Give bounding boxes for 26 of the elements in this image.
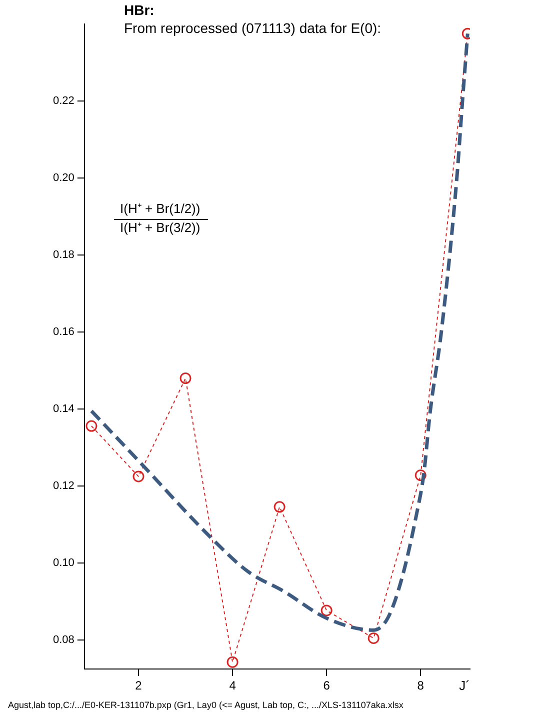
annotation: I(H⁺ + Br(1/2)) [114,199,208,220]
y-tick-label: 0.10 [52,557,74,570]
x-axis-title: J´ [459,678,470,693]
point [274,501,286,513]
x-tick-label: 2 [135,678,142,693]
y-tick-label: 0.18 [52,249,74,262]
point [132,470,144,482]
annotation: I(H⁺ + Br(3/2)) [119,219,202,236]
x-tick-label: 6 [323,678,330,693]
y-tick-label: 0.22 [52,95,74,108]
point [180,372,192,384]
y-tick-label: 0.16 [52,326,74,338]
point [320,604,332,616]
y-tick-label: 0.08 [52,634,74,646]
point [86,420,98,432]
point [368,632,380,644]
point [414,470,426,482]
text: Agust,lab top,C:/.../E0-KER-131107b.pxp (Gr1, Lay0 (<= Agust, Lab top, C:, .../XLS-131107aka.xlsx [8,700,404,710]
y-tick-label: 0.12 [52,480,74,492]
y-tick-label: 0.14 [52,403,74,416]
x-tick-label: 8 [417,678,424,693]
x-tick-label: 4 [229,678,236,693]
y-tick-label: 0.20 [52,172,74,184]
chart-title: HBr: [124,2,154,18]
chart-subtitle: From reprocessed (071113) data for E(0): [124,20,382,36]
point [226,656,238,668]
